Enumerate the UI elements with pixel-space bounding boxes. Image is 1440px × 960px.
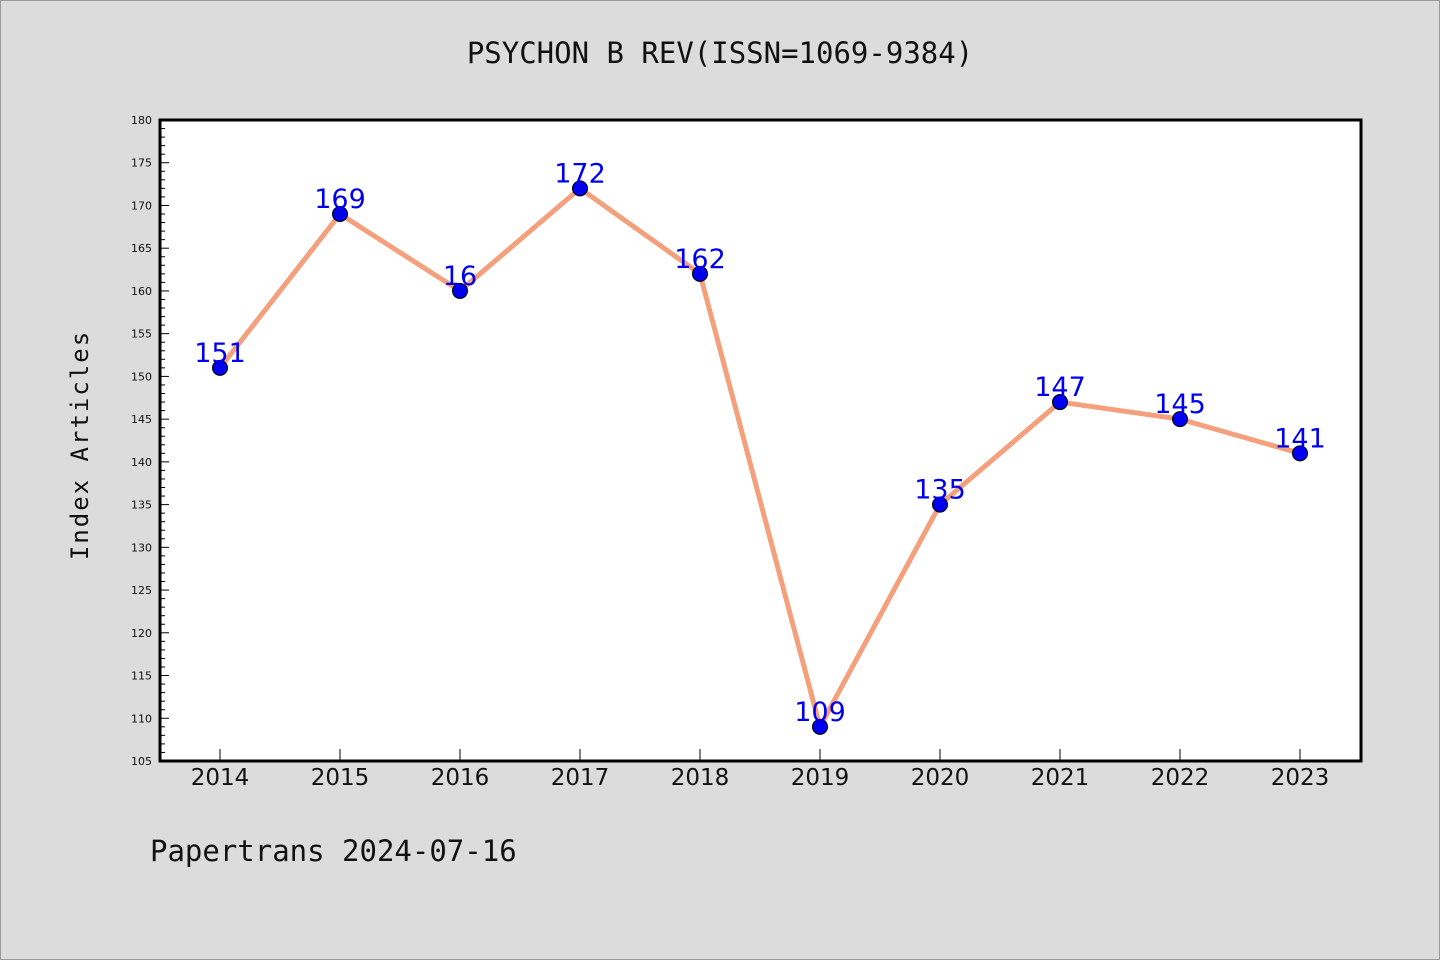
y-tick-label: 115: [131, 670, 152, 683]
data-label: 109: [794, 697, 846, 728]
y-tick-label: 150: [131, 370, 152, 383]
x-tick-label: 2022: [1151, 765, 1210, 791]
data-label: 141: [1274, 423, 1326, 454]
data-label: 147: [1034, 372, 1086, 403]
data-point: [1292, 445, 1308, 462]
y-tick-label: 130: [131, 541, 152, 554]
x-tick-label: 2018: [671, 765, 730, 791]
footer-text: Papertrans 2024-07-16: [150, 834, 517, 868]
data-point: [572, 180, 588, 197]
y-tick-label: 135: [131, 499, 152, 512]
x-tick-label: 2017: [551, 765, 610, 791]
data-label: 162: [674, 244, 726, 275]
x-tick-label: 2021: [1031, 765, 1090, 791]
data-label: 16: [443, 261, 477, 292]
data-point: [332, 206, 348, 223]
plot-frame: [158, 118, 1363, 763]
series-line: [217, 185, 1303, 730]
y-tick-label: 125: [131, 584, 152, 597]
data-label: 135: [914, 475, 966, 506]
data-point: [932, 496, 948, 513]
data-label: 172: [554, 158, 606, 189]
y-tick-label: 175: [131, 157, 152, 170]
data-point: [212, 359, 228, 376]
data-point: [692, 265, 708, 282]
y-tick-label: 160: [131, 285, 152, 298]
data-point: [1172, 411, 1188, 428]
data-point: [1052, 394, 1068, 411]
y-tick-label: 155: [131, 328, 152, 341]
x-tick-label: 2020: [911, 765, 970, 791]
y-tick-label: 180: [131, 114, 152, 127]
x-tick-label: 2019: [791, 765, 850, 791]
data-label: 169: [314, 184, 366, 215]
data-label: 145: [1154, 389, 1206, 420]
x-tick-label: 2023: [1271, 765, 1330, 791]
y-tick-label: 105: [131, 755, 152, 768]
data-point: [812, 718, 828, 735]
y-tick-label: 120: [131, 627, 152, 640]
y-tick-label: 170: [131, 199, 152, 212]
chart-title: PSYCHON B REV(ISSN=1069-9384): [466, 36, 974, 70]
y-tick-label: 145: [131, 413, 152, 426]
x-tick-label: 2016: [431, 765, 490, 791]
data-point: [452, 282, 468, 299]
y-tick-label: 165: [131, 242, 152, 255]
data-label: 151: [194, 338, 246, 369]
y-tick-label: 140: [131, 456, 152, 469]
x-tick-label: 2015: [311, 765, 370, 791]
x-tick-label: 2014: [191, 765, 250, 791]
y-tick-label: 110: [131, 712, 152, 725]
